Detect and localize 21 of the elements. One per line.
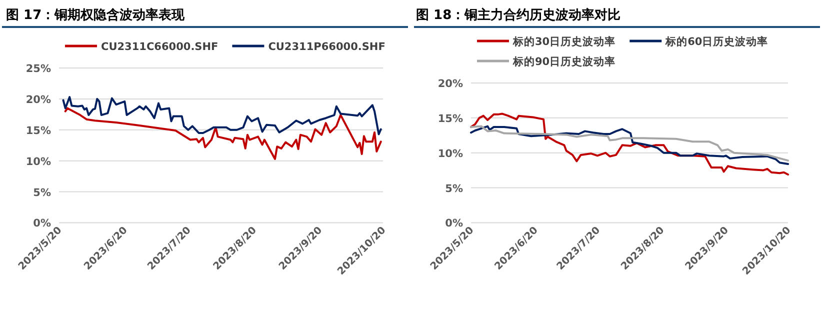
y-tick-label: 10% bbox=[438, 148, 464, 160]
chart-title: 图 18：铜主力合约历史波动率对比 bbox=[416, 7, 621, 23]
y-tick-label: 15% bbox=[438, 112, 464, 125]
legend-label: 标的30日历史波动率 bbox=[512, 35, 616, 48]
y-tick-label: 5% bbox=[445, 182, 464, 195]
y-tick-label: 10% bbox=[26, 156, 52, 168]
line-series bbox=[62, 96, 382, 136]
line-series bbox=[470, 112, 789, 176]
legend-label: CU2311C66000.SHF bbox=[101, 41, 218, 53]
y-tick-label: 25% bbox=[26, 63, 52, 75]
legend-label: 标的90日历史波动率 bbox=[512, 55, 616, 68]
y-tick-label: 20% bbox=[438, 78, 464, 90]
legend-label: CU2311P66000.SHF bbox=[268, 41, 386, 53]
line-series bbox=[64, 107, 382, 160]
y-tick-label: 0% bbox=[33, 218, 52, 230]
y-tick-label: 15% bbox=[26, 124, 52, 137]
y-tick-label: 20% bbox=[26, 94, 52, 106]
y-tick-label: 0% bbox=[445, 218, 464, 230]
y-tick-label: 5% bbox=[33, 186, 52, 199]
chart-title: 图 17：铜期权隐含波动率表现 bbox=[6, 7, 186, 23]
legend-label: 标的60日历史波动率 bbox=[664, 35, 768, 48]
